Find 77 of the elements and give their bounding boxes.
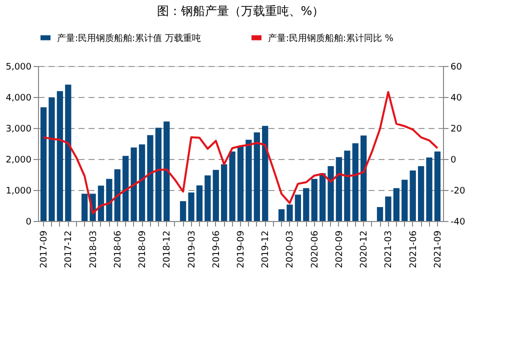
bar bbox=[212, 170, 219, 221]
bar bbox=[294, 194, 302, 221]
bar bbox=[376, 207, 384, 221]
bar bbox=[122, 156, 129, 221]
y2-tick-label: 0 bbox=[450, 156, 456, 166]
bar bbox=[393, 188, 400, 221]
y2-tick-label: 40 bbox=[450, 94, 462, 104]
bar bbox=[410, 170, 416, 221]
x-tick-label: 2020-06 bbox=[310, 230, 320, 268]
bar bbox=[138, 144, 146, 221]
x-tick-label: 2019-06 bbox=[212, 230, 222, 268]
y2-tick-label: 20 bbox=[450, 124, 462, 134]
bar bbox=[155, 128, 162, 221]
bar bbox=[319, 173, 326, 221]
bar bbox=[434, 152, 441, 221]
y2-tick-label: -20 bbox=[450, 186, 466, 196]
bar bbox=[164, 121, 170, 221]
x-tick-label: 2019-09 bbox=[236, 230, 246, 268]
legend-label: 产量:民用钢质船舶:累计值 万载重吨 bbox=[57, 32, 201, 44]
bar bbox=[188, 192, 194, 221]
x-tick-label: 2021-06 bbox=[408, 230, 419, 268]
x-tick-label: 2021-03 bbox=[384, 230, 394, 268]
x-tick-label: 2017-09 bbox=[40, 230, 50, 268]
x-tick-label: 2017-12 bbox=[64, 230, 74, 268]
bar bbox=[328, 166, 334, 221]
y2-tick-label: 60 bbox=[450, 62, 462, 72]
bar bbox=[130, 148, 137, 221]
x-tick-label: 2021-09 bbox=[433, 230, 444, 268]
chart-title: 图：钢船产量（万载重吨、%） bbox=[156, 4, 324, 18]
bar bbox=[147, 135, 154, 221]
bar bbox=[237, 146, 244, 221]
y-tick-label: 3,000 bbox=[6, 124, 32, 134]
bar bbox=[48, 98, 55, 221]
legend-label: 产量:民用钢质船舶:累计同比 % bbox=[268, 32, 394, 44]
bar bbox=[246, 140, 252, 221]
x-tick-label: 2020-03 bbox=[286, 230, 296, 268]
x-tick-label: 2018-09 bbox=[138, 230, 148, 268]
bar bbox=[402, 180, 408, 221]
bar bbox=[204, 175, 211, 221]
bar bbox=[336, 157, 342, 221]
bar bbox=[278, 209, 285, 221]
x-tick-label: 2019-12 bbox=[261, 230, 272, 268]
bar bbox=[81, 194, 88, 221]
bar bbox=[114, 169, 120, 221]
bar bbox=[344, 150, 350, 221]
y2-tick-label: -40 bbox=[450, 218, 466, 228]
bar bbox=[303, 188, 310, 221]
x-tick-label: 2019-03 bbox=[187, 230, 198, 268]
bar bbox=[352, 143, 358, 221]
bar bbox=[229, 152, 236, 221]
y-tick-label: 0 bbox=[26, 218, 32, 228]
y-tick-label: 2,000 bbox=[6, 156, 32, 166]
bar bbox=[426, 157, 432, 221]
x-tick-label: 2018-06 bbox=[113, 230, 124, 268]
bar bbox=[311, 178, 318, 221]
bar bbox=[106, 178, 112, 221]
x-tick-label: 2020-09 bbox=[334, 230, 345, 268]
y-tick-label: 1,000 bbox=[6, 186, 32, 196]
line-series bbox=[42, 91, 438, 214]
y-tick-label: 5,000 bbox=[6, 62, 32, 72]
x-tick-label: 2020-12 bbox=[360, 230, 370, 268]
x-tick-label: 2018-03 bbox=[88, 230, 99, 268]
bar bbox=[262, 126, 268, 221]
bar bbox=[180, 201, 186, 221]
bar bbox=[286, 204, 293, 221]
bar bbox=[360, 135, 367, 221]
bar bbox=[40, 107, 47, 221]
bar bbox=[385, 196, 392, 221]
x-tick-label: 2018-12 bbox=[162, 230, 173, 268]
y-tick-label: 4,000 bbox=[6, 94, 32, 104]
bar bbox=[418, 166, 424, 221]
bar bbox=[221, 164, 228, 221]
bar bbox=[98, 186, 104, 221]
bar bbox=[196, 185, 203, 221]
bar bbox=[65, 84, 72, 221]
bar bbox=[254, 132, 260, 221]
bar bbox=[56, 91, 64, 221]
